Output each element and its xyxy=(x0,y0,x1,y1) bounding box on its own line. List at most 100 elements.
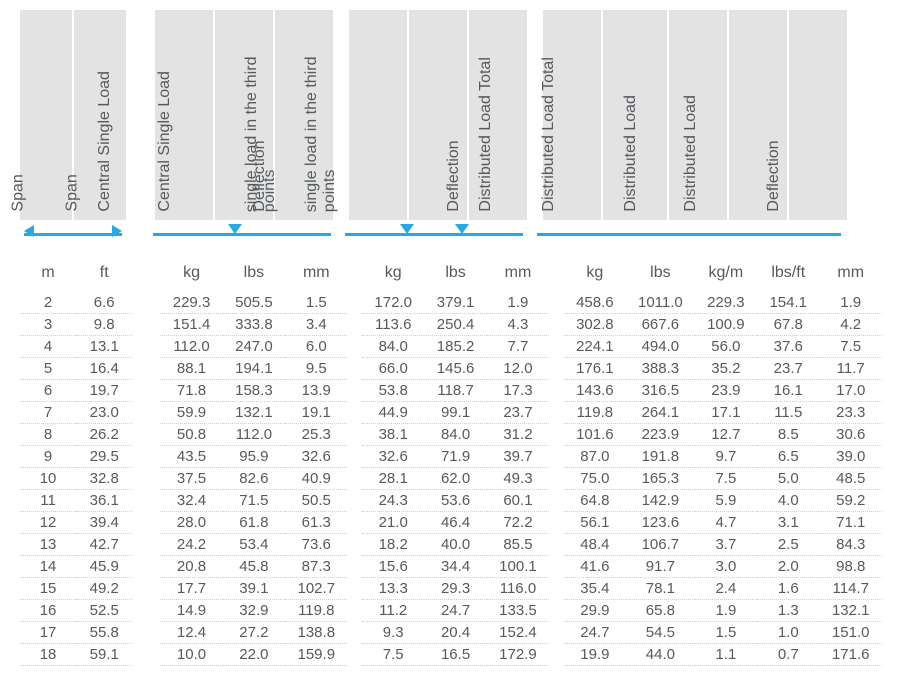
data-body: 26.6229.3505.51.5172.0379.11.9458.61011.… xyxy=(20,292,882,666)
data-cell: 224.1 xyxy=(564,336,626,358)
data-cell: 4.0 xyxy=(757,490,819,512)
load-diagram-row xyxy=(20,222,882,240)
data-cell: 159.9 xyxy=(285,644,347,666)
data-cell: 71.5 xyxy=(223,490,285,512)
data-cell: 52.5 xyxy=(76,600,132,622)
data-cell: 39.4 xyxy=(76,512,132,534)
table-row: 39.8151.4333.83.4113.6250.44.3302.8667.6… xyxy=(20,314,882,336)
data-cell: 49.3 xyxy=(487,468,549,490)
data-cell: 333.8 xyxy=(223,314,285,336)
data-cell: 17.0 xyxy=(819,380,882,402)
data-cell: 42.7 xyxy=(76,534,132,556)
data-cell: 37.6 xyxy=(757,336,819,358)
data-cell: 21.0 xyxy=(362,512,424,534)
data-cell: 24.7 xyxy=(424,600,486,622)
data-cell: 151.0 xyxy=(819,622,882,644)
data-cell: 12.7 xyxy=(695,424,757,446)
data-cell: 48.5 xyxy=(819,468,882,490)
data-cell: 36.1 xyxy=(76,490,132,512)
data-cell: 24.7 xyxy=(564,622,626,644)
data-cell: 37.5 xyxy=(160,468,222,490)
data-cell: 223.9 xyxy=(626,424,695,446)
data-cell: 46.4 xyxy=(424,512,486,534)
data-cell: 9.7 xyxy=(695,446,757,468)
data-cell: 6.5 xyxy=(757,446,819,468)
load-table: Span Span Central Single Load Central Si… xyxy=(20,10,882,666)
table-header-row: Span Span Central Single Load Central Si… xyxy=(20,10,882,220)
unit-header: m xyxy=(20,258,76,292)
data-cell: 2.0 xyxy=(757,556,819,578)
data-cell: 61.3 xyxy=(285,512,347,534)
data-cell: 87.3 xyxy=(285,556,347,578)
data-cell: 132.1 xyxy=(223,402,285,424)
central-load-marker-icon xyxy=(153,222,331,240)
table-row: 1652.514.932.9119.811.224.7133.529.965.8… xyxy=(20,600,882,622)
unit-header: mm xyxy=(487,258,549,292)
data-cell: 20.4 xyxy=(424,622,486,644)
data-cell: 35.2 xyxy=(695,358,757,380)
data-cell: 119.8 xyxy=(564,402,626,424)
data-cell: 112.0 xyxy=(223,424,285,446)
data-cell: 4.7 xyxy=(695,512,757,534)
data-cell: 264.1 xyxy=(626,402,695,424)
header-label: single load in the third points xyxy=(303,12,338,212)
data-cell: 102.7 xyxy=(285,578,347,600)
header-label: Distributed Load Total xyxy=(477,58,495,212)
data-cell: 172.0 xyxy=(362,292,424,314)
data-cell: 12.0 xyxy=(487,358,549,380)
data-cell: 667.6 xyxy=(626,314,695,336)
unit-header: kg xyxy=(362,258,424,292)
data-cell: 505.5 xyxy=(223,292,285,314)
data-cell: 27.2 xyxy=(223,622,285,644)
data-cell: 152.4 xyxy=(487,622,549,644)
data-cell: 1.5 xyxy=(695,622,757,644)
data-cell: 71.9 xyxy=(424,446,486,468)
unit-header: kg xyxy=(564,258,626,292)
data-cell: 28.1 xyxy=(362,468,424,490)
data-cell: 99.1 xyxy=(424,402,486,424)
data-cell: 23.9 xyxy=(695,380,757,402)
data-cell: 106.7 xyxy=(626,534,695,556)
table-row: 929.543.595.932.632.671.939.787.0191.89.… xyxy=(20,446,882,468)
data-cell: 2.4 xyxy=(695,578,757,600)
header-gap xyxy=(128,10,153,220)
data-cell: 32.6 xyxy=(285,446,347,468)
data-cell: 88.1 xyxy=(160,358,222,380)
data-cell: 19.1 xyxy=(285,402,347,424)
table-row: 1445.920.845.887.315.634.4100.141.691.73… xyxy=(20,556,882,578)
data-cell: 142.9 xyxy=(626,490,695,512)
header-label: Span xyxy=(10,175,28,212)
data-table: mftkglbsmmkglbsmmkglbskg/mlbs/ftmm 26.62… xyxy=(20,258,882,666)
data-cell: 14 xyxy=(20,556,76,578)
data-cell: 154.1 xyxy=(757,292,819,314)
data-cell: 16.4 xyxy=(76,358,132,380)
data-cell: 9 xyxy=(20,446,76,468)
data-cell: 72.2 xyxy=(487,512,549,534)
data-cell: 98.8 xyxy=(819,556,882,578)
table-row: 619.771.8158.313.953.8118.717.3143.6316.… xyxy=(20,380,882,402)
data-cell: 84.0 xyxy=(424,424,486,446)
data-cell: 1.3 xyxy=(757,600,819,622)
data-cell: 23.0 xyxy=(76,402,132,424)
data-cell: 40.9 xyxy=(285,468,347,490)
data-cell: 14.9 xyxy=(160,600,222,622)
data-cell: 32.4 xyxy=(160,490,222,512)
unit-header: lbs/ft xyxy=(757,258,819,292)
table-row: 723.059.9132.119.144.999.123.7119.8264.1… xyxy=(20,402,882,424)
data-cell: 10 xyxy=(20,468,76,490)
data-cell: 119.8 xyxy=(285,600,347,622)
table-row: 1549.217.739.1102.713.329.3116.035.478.1… xyxy=(20,578,882,600)
data-cell: 29.3 xyxy=(424,578,486,600)
unit-header: lbs xyxy=(223,258,285,292)
data-cell: 66.0 xyxy=(362,358,424,380)
data-cell: 116.0 xyxy=(487,578,549,600)
data-cell: 29.5 xyxy=(76,446,132,468)
data-cell: 229.3 xyxy=(160,292,222,314)
data-cell: 67.8 xyxy=(757,314,819,336)
data-cell: 44.0 xyxy=(626,644,695,666)
data-cell: 35.4 xyxy=(564,578,626,600)
unit-header: mm xyxy=(819,258,882,292)
data-cell: 25.3 xyxy=(285,424,347,446)
data-cell: 4.2 xyxy=(819,314,882,336)
data-cell: 38.1 xyxy=(362,424,424,446)
